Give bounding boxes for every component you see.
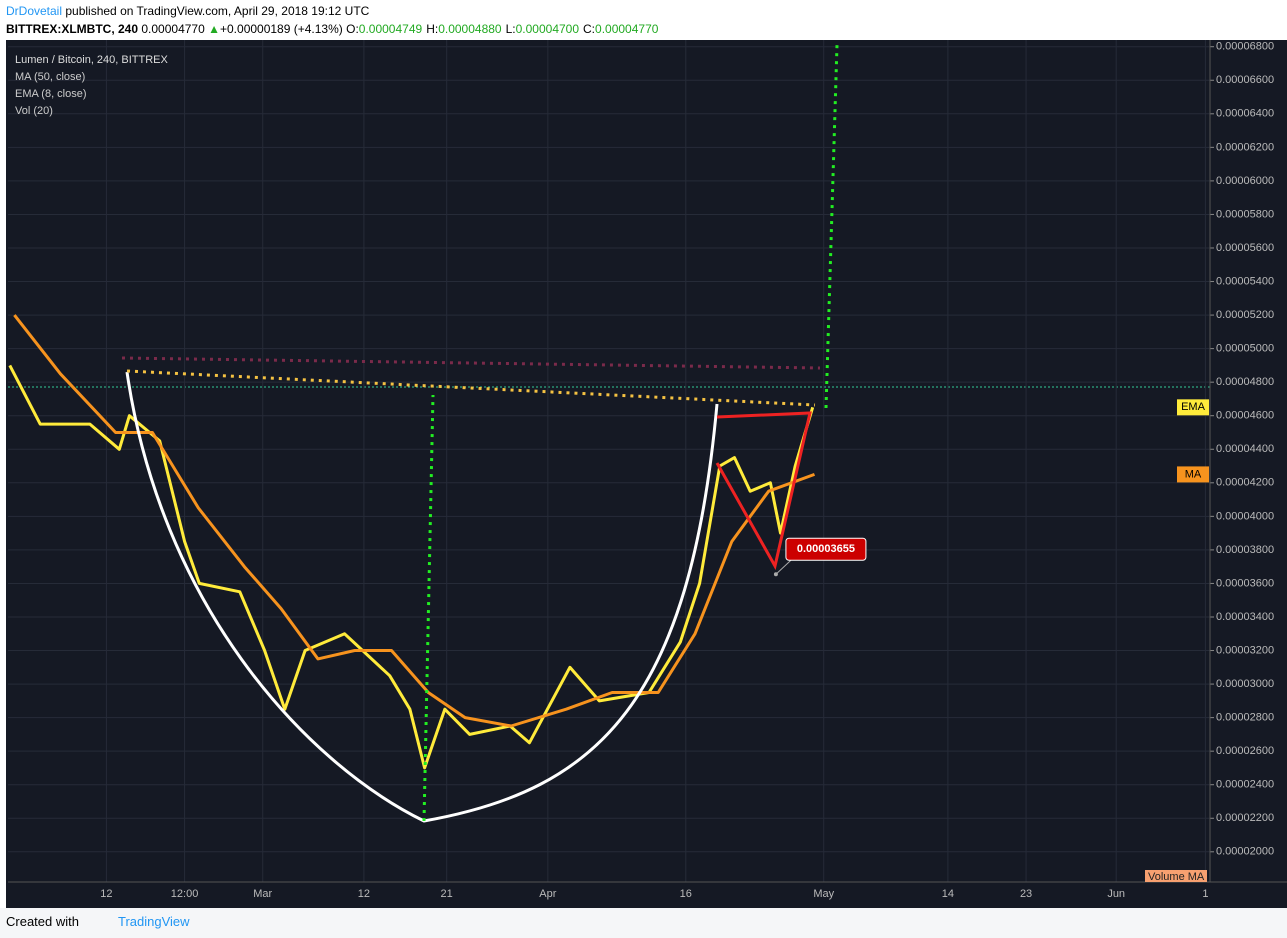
series-line	[8, 364, 815, 770]
y-tick-label: 0.00006800	[1216, 41, 1274, 53]
plot-bg	[6, 40, 1287, 908]
x-tick-label: 14	[942, 888, 954, 900]
ohlc: O:0.00004749 H:0.00004880 L:0.00004700 C:0.…	[346, 22, 662, 36]
published: published on TradingView.com, April 29, …	[65, 4, 370, 18]
y-tick-label: 0.00006000	[1216, 175, 1274, 187]
y-tick-label: 0.00003400	[1216, 611, 1274, 623]
y-tick-label: 0.00005000	[1216, 343, 1274, 355]
x-tick-label: Apr	[539, 888, 556, 900]
series-line	[13, 314, 816, 728]
series-tag: MA	[1185, 468, 1202, 480]
last: 0.00004770	[141, 22, 205, 36]
y-tick-label: 0.00003800	[1216, 544, 1274, 556]
chart: 0.00002000 0.00002200 0.00002400 0.00002600…	[6, 40, 1287, 908]
low-label: 0.00003655	[797, 543, 855, 555]
brand[interactable]: TradingView	[118, 914, 190, 929]
y-tick-label: 0.00002600	[1216, 745, 1274, 757]
x-tick-label: 12	[100, 888, 112, 900]
y-tick-label: 0.00003600	[1216, 577, 1274, 589]
y-tick-label: 0.00005200	[1216, 309, 1274, 321]
x-tick-label: Jun	[1107, 888, 1125, 900]
y-tick-label: 0.00005600	[1216, 242, 1274, 254]
y-tick-label: 0.00005800	[1216, 208, 1274, 220]
legend-entry: Lumen / Bitcoin, 240, BITTREX	[15, 54, 169, 66]
volume-tag: Volume MA	[1148, 871, 1205, 883]
header-line-1: DrDovetail published on TradingView.com,…	[6, 4, 369, 18]
ohlc-label: H:	[426, 22, 439, 36]
footer: Created with TradingView	[0, 908, 1287, 938]
yellow-dotted	[126, 369, 816, 407]
y-tick-label: 0.00006400	[1216, 108, 1274, 120]
marker-leader	[775, 559, 792, 575]
drawings	[121, 44, 839, 823]
change: +0.00000189 (+4.13%)	[220, 22, 343, 36]
header-line-2: BITTREX:XLMBTC, 240 0.00004770 ▲+0.00000…	[6, 22, 662, 36]
y-tick-label: 0.00004400	[1216, 443, 1274, 455]
ohlc-value: 0.00004880	[438, 22, 502, 36]
y-tick-label: 0.00002000	[1216, 846, 1274, 858]
y-tick-label: 0.00002800	[1216, 712, 1274, 724]
y-tick-label: 0.00004000	[1216, 510, 1274, 522]
series-tag-bg	[1177, 399, 1209, 416]
low-marker	[773, 572, 778, 577]
created: Created with	[6, 914, 79, 929]
arrow: ▲	[208, 22, 220, 36]
ohlc-label: O:	[346, 22, 359, 36]
legend-entry: MA (50, close)	[15, 71, 85, 83]
volume-tag-bg	[1145, 870, 1207, 882]
y-tick-label: 0.00004800	[1216, 376, 1274, 388]
y-tick-label: 0.00004600	[1216, 410, 1274, 422]
y-tick-label: 0.00002400	[1216, 779, 1274, 791]
author[interactable]: DrDovetail	[6, 4, 63, 18]
ohlc-label: L:	[505, 22, 516, 36]
y-tick-label: 0.00004200	[1216, 477, 1274, 489]
low-label-bg	[785, 537, 867, 561]
x-tick-label: 21	[441, 888, 453, 900]
y-tick-label: 0.00002200	[1216, 812, 1274, 824]
ohlc-value: 0.00004770	[595, 22, 659, 36]
y-tick-label: 0.00003000	[1216, 678, 1274, 690]
ohlc-label: C:	[583, 22, 596, 36]
y-tick-label: 0.00006600	[1216, 74, 1274, 86]
series-tag-bg	[1177, 466, 1209, 483]
red-pattern	[715, 411, 812, 571]
ohlc-value: 0.00004749	[358, 22, 423, 36]
x-tick-label: Mar	[253, 888, 272, 900]
x-tick-label: 16	[680, 888, 692, 900]
x-tick-label: 12	[358, 888, 370, 900]
x-tick-label: 1	[1202, 888, 1208, 900]
y-tick-label: 0.00006200	[1216, 141, 1274, 153]
ohlc-value: 0.00004700	[515, 22, 580, 36]
x-tick-label: 12:00	[171, 888, 199, 900]
x-tick-label: 23	[1020, 888, 1032, 900]
y-tick-label: 0.00005400	[1216, 275, 1274, 287]
series-tag: EMA	[1181, 401, 1206, 413]
x-tick-label: May	[813, 888, 834, 900]
symbol: BITTREX:XLMBTC, 240	[6, 22, 139, 36]
legend-entry: EMA (8, close)	[15, 88, 87, 100]
y-tick-label: 0.00003200	[1216, 644, 1274, 656]
legend-entry: Vol (20)	[15, 105, 53, 117]
